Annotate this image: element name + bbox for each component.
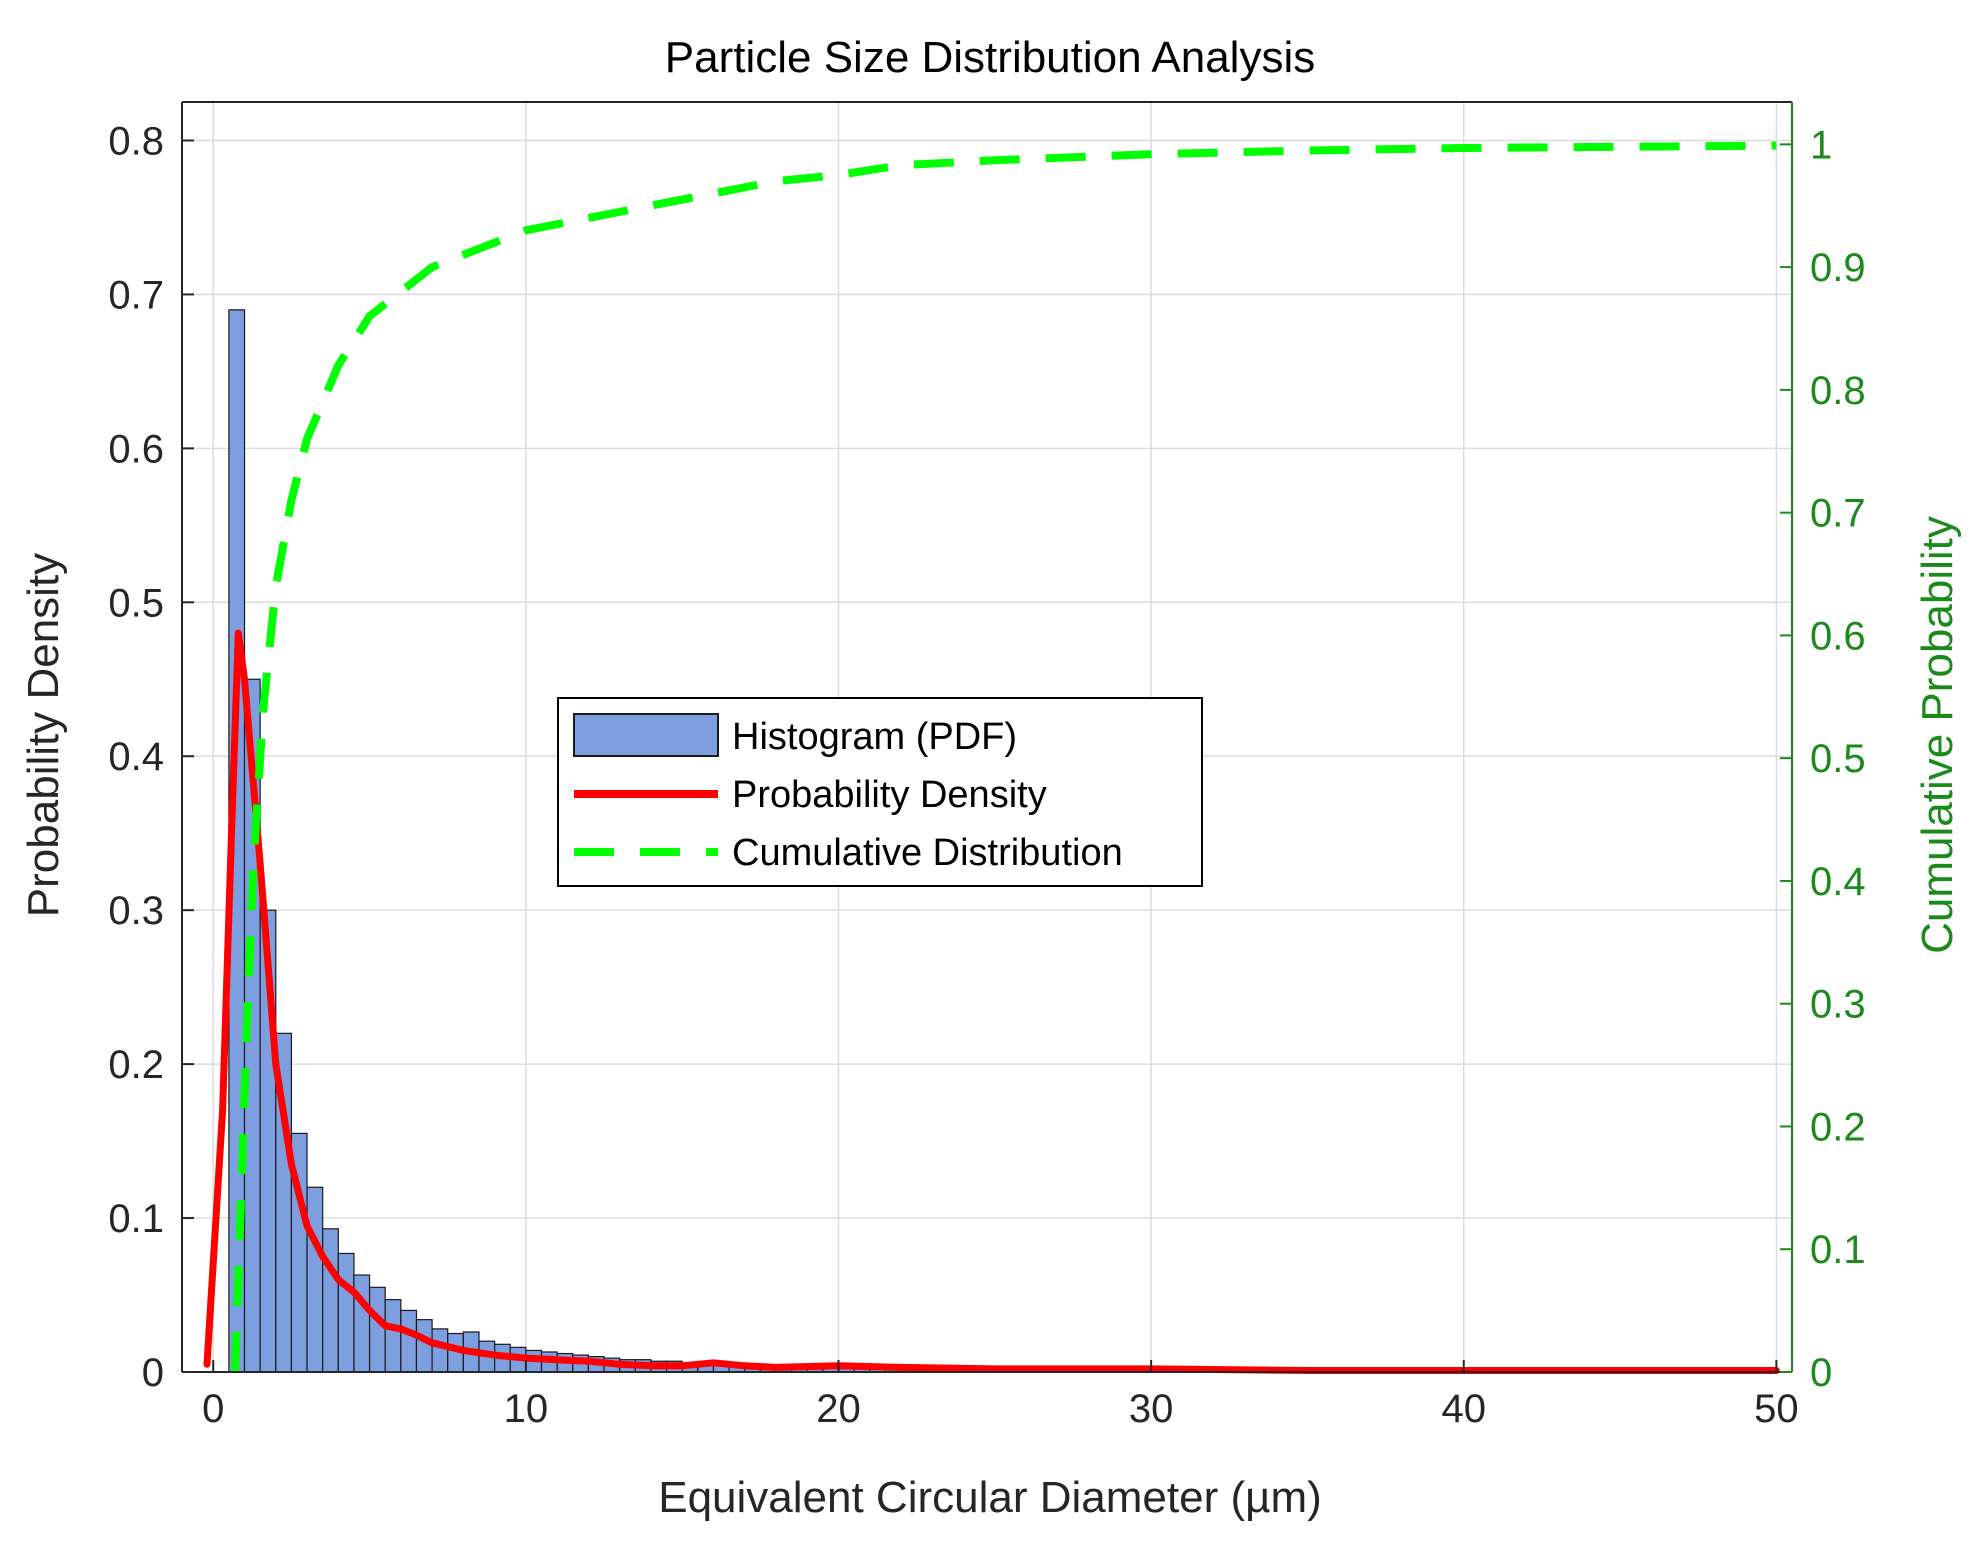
legend-label-histogram: Histogram (PDF)	[732, 716, 1017, 758]
histogram-bar	[384, 1299, 402, 1373]
x-tick-label: 30	[1129, 1387, 1174, 1431]
legend-swatch-histogram	[573, 713, 719, 757]
x-tick-label: 20	[816, 1387, 861, 1431]
y-tick-label: 0.5	[108, 581, 164, 625]
tick-labels: 0 10 20 30 40 5000.10.20.30.40.50.60.70.800.1…	[108, 119, 1865, 1431]
x-tick-label: 50	[1754, 1387, 1799, 1431]
series-lines	[203, 141, 1780, 1374]
y-right-tick-label: 0.5	[1810, 737, 1866, 781]
y-tick-label: 0.8	[108, 119, 164, 163]
y-axis-right-title: Cumulative Probability	[1913, 516, 1962, 954]
x-tick-label: 10	[504, 1387, 549, 1431]
pdf-line	[203, 629, 1780, 1374]
y-tick-label: 0.6	[108, 427, 164, 471]
y-right-tick-label: 0.3	[1810, 983, 1866, 1027]
y-right-tick-label: 1	[1810, 123, 1832, 167]
y-right-tick-label: 0.8	[1810, 369, 1866, 413]
y-right-tick-label: 0.2	[1810, 1105, 1866, 1149]
axes-layer	[181, 101, 1793, 1373]
y-tick-label: 0.3	[108, 889, 164, 933]
histogram-bar	[431, 1328, 449, 1373]
y-right-tick-label: 0.4	[1810, 860, 1866, 904]
x-axis-title: Equivalent Circular Diameter (µm)	[658, 1473, 1322, 1522]
histogram-bar	[322, 1228, 339, 1373]
y-right-tick-label: 0.1	[1810, 1228, 1866, 1272]
histogram-bar	[415, 1319, 433, 1373]
y-tick-label: 0.1	[108, 1197, 164, 1241]
chart-title: Particle Size Distribution Analysis	[665, 33, 1315, 82]
y-tick-label: 0.2	[108, 1043, 164, 1087]
legend-label-cdf: Cumulative Distribution	[732, 832, 1123, 874]
y-axis-title: Probability Density	[19, 553, 68, 917]
y-tick-label: 0.7	[108, 273, 164, 317]
y-right-tick-label: 0.6	[1810, 614, 1866, 658]
y-right-tick-label: 0.9	[1810, 246, 1866, 290]
y-tick-label: 0.4	[108, 735, 164, 779]
histogram-bar	[368, 1286, 386, 1373]
histogram-bar	[400, 1309, 418, 1373]
y-right-tick-label: 0.7	[1810, 492, 1866, 536]
x-tick-label: 0	[202, 1387, 224, 1431]
x-tick-label: 40	[1441, 1387, 1486, 1431]
histogram-bar	[306, 1186, 324, 1373]
legend-label-pdf: Probability Density	[732, 774, 1047, 816]
legend: Histogram (PDF) Probability Density Cumu…	[557, 697, 1203, 887]
histogram-bar	[337, 1252, 355, 1373]
y-right-tick-label: 0	[1810, 1351, 1832, 1395]
y-tick-label: 0	[142, 1351, 164, 1395]
